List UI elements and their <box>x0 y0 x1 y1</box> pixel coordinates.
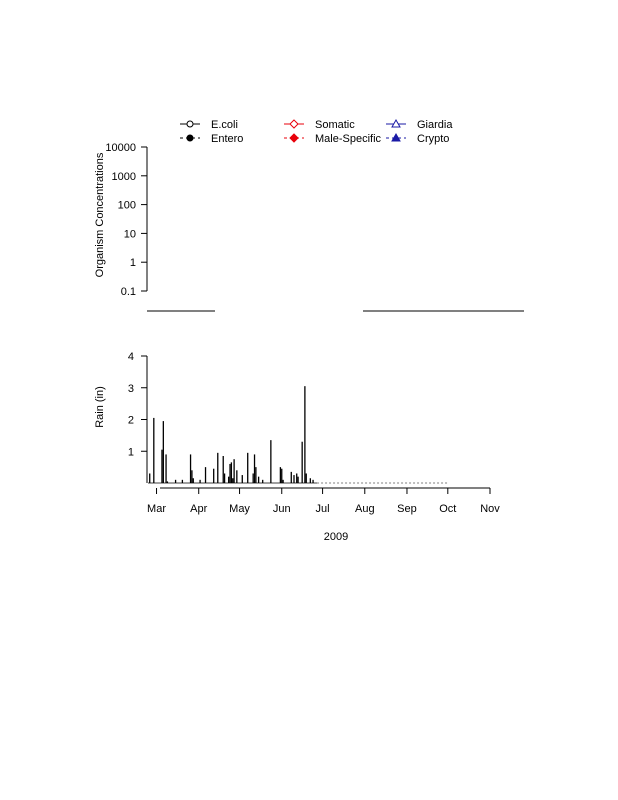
legend-item-somatic: Somatic <box>284 119 355 131</box>
legend-item-entero: Entero <box>180 133 243 145</box>
rain-y-tick-label: 2 <box>128 415 134 427</box>
legend-item-male-specific: Male-Specific <box>284 133 382 145</box>
legend-male-specific-marker <box>289 133 299 143</box>
concentration-y-ticks: 0.1 1 10 100 1000 10000 <box>105 142 147 298</box>
rain-y-ticks: 1 2 3 4 <box>128 351 147 458</box>
rain-x-tick-label: May <box>229 503 250 515</box>
legend-item-giardia: Giardia <box>386 118 453 131</box>
legend-crypto-marker <box>391 132 401 142</box>
concentration-y-tick-label: 10 <box>124 228 136 240</box>
legend-somatic-label: Somatic <box>315 119 355 131</box>
legend-giardia-marker <box>391 118 401 128</box>
rain-x-label: 2009 <box>324 531 348 543</box>
rain-x-tick-label: Mar <box>147 503 166 515</box>
legend: E.coli Entero Somatic Male-Specific Giar… <box>180 118 453 145</box>
concentration-y-tick-label: 100 <box>118 200 136 212</box>
rain-x-tick-label: Jul <box>316 503 330 515</box>
rain-panel: 1 2 3 4 Rain (in) Mar Apr May Jun Jul Aug Sep Oct N… <box>94 351 500 543</box>
concentration-y-tick-label: 1 <box>130 257 136 269</box>
rain-y-tick-label: 1 <box>128 446 134 458</box>
concentration-y-tick-label: 10000 <box>105 142 136 154</box>
rain-y-tick-label: 4 <box>128 351 134 363</box>
legend-item-ecoli: E.coli <box>180 119 238 131</box>
concentration-y-label: Organism Concentrations <box>94 152 106 277</box>
legend-ecoli-marker <box>186 120 194 128</box>
concentration-y-tick-label: 1000 <box>112 171 136 183</box>
legend-entero-label: Entero <box>211 133 243 145</box>
concentration-y-tick-label: 0.1 <box>121 286 136 298</box>
rain-x-ticks: Mar Apr May Jun Jul Aug Sep Oct Nov <box>147 488 500 515</box>
legend-crypto-label: Crypto <box>417 133 449 145</box>
rain-x-tick-label: Aug <box>355 503 375 515</box>
legend-ecoli-label: E.coli <box>211 119 238 131</box>
rain-x-tick-label: Sep <box>397 503 417 515</box>
rain-x-tick-label: Apr <box>190 503 207 515</box>
rain-y-tick-label: 3 <box>128 383 134 395</box>
rain-bars <box>149 386 314 483</box>
legend-somatic-marker <box>289 119 299 129</box>
rain-x-tick-label: Jun <box>273 503 291 515</box>
legend-giardia-label: Giardia <box>417 119 453 131</box>
legend-male-specific-label: Male-Specific <box>315 133 382 145</box>
legend-entero-marker <box>186 134 194 142</box>
concentration-panel: 0.1 1 10 100 1000 10000 Organism Concentratio… <box>94 142 524 312</box>
rain-x-tick-label: Oct <box>439 503 456 515</box>
rain-y-label: Rain (in) <box>94 386 106 428</box>
legend-item-crypto: Crypto <box>386 132 449 145</box>
rain-x-tick-label: Nov <box>480 503 500 515</box>
